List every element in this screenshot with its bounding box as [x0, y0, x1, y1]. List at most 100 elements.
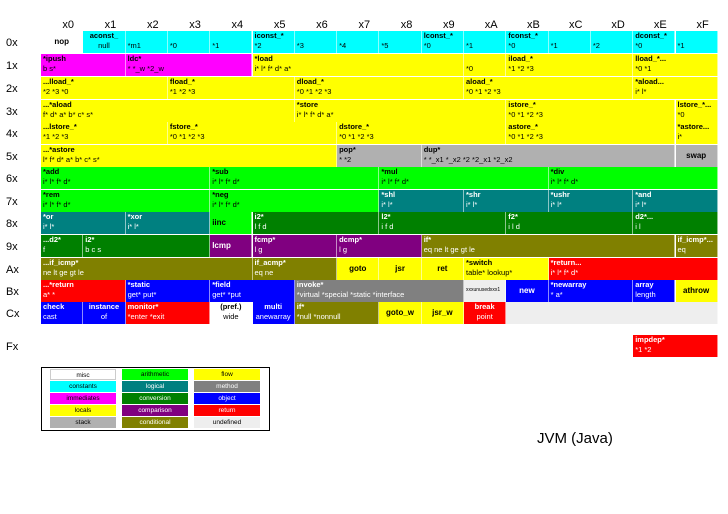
opcode-name: *static: [127, 280, 151, 289]
opcode-name: lconst_*: [423, 31, 453, 40]
opcode-name: fstore_*: [169, 122, 198, 131]
opcode-name: iconst_*: [254, 31, 284, 40]
legend-item-arithmetic: arithmetic: [122, 369, 188, 380]
column-header-xD: xD: [611, 19, 625, 31]
opcode-cell: swap: [675, 145, 718, 168]
opcode-cell: *xor i* l*: [125, 212, 211, 235]
opcode-name: ...d2*: [43, 235, 61, 244]
opcode-cell: xxxunusedxxx1: [464, 280, 507, 303]
opcode-cell: nop: [41, 31, 84, 54]
opcode-name: ldc*: [127, 54, 142, 63]
opcode-cell: *ipush b s*: [41, 54, 126, 77]
opcode-cell: *3: [294, 31, 338, 54]
opcode-cell: goto_w: [379, 302, 422, 325]
opcode-cell: fload_* *1 *2 *3: [167, 77, 295, 100]
opcode-variants: *virtual *special *static *interface: [296, 290, 405, 299]
legend-item-stack: stack: [50, 417, 116, 428]
opcode-name: *xor: [127, 212, 143, 221]
opcode-cell: impdep* *1 *2: [633, 335, 718, 357]
opcode-variants: of: [100, 312, 108, 321]
opcode-variants: *0 *1 *2 *3: [339, 132, 374, 141]
opcode-variants: *2 *3 *0: [43, 87, 69, 96]
opcode-name: lload_*...: [635, 54, 667, 63]
opcode-name: if*: [296, 302, 305, 311]
opcode-cell: *shl i* l*: [379, 190, 464, 213]
opcode-cell: fstore_* *0 *1 *2 *3: [167, 122, 338, 145]
row-label-Cx: Cx: [6, 308, 20, 320]
opcode-name: new: [519, 286, 535, 295]
opcode-cell: jsr: [379, 258, 422, 281]
opcode-name: *newarray: [550, 280, 587, 289]
opcode-name: *rem: [43, 190, 60, 199]
opcode-name: iinc: [212, 218, 226, 227]
opcode-variants: i l d: [508, 222, 520, 231]
opcode-cell: dconst_* *0: [633, 31, 676, 54]
opcode-cell: *1: [675, 31, 718, 54]
legend-item-conditional: conditional: [122, 417, 188, 428]
opcode-name: jsr_w: [432, 308, 453, 317]
opcode-name: ...*aload: [43, 100, 72, 109]
opcode-name: istore_*: [508, 100, 536, 109]
opcode-variants: * *2: [339, 155, 352, 164]
opcode-name: *switch: [466, 258, 493, 267]
opcode-cell: ...*return a* *: [41, 280, 126, 303]
opcode-cell: *field get* *put: [210, 280, 295, 303]
opcode-variants: i* l* f* d*: [43, 177, 71, 186]
opcode-variants: i* l*: [466, 200, 478, 209]
opcode-variants: f* d* a* b* c* s*: [43, 110, 94, 119]
opcode-variants: *2: [592, 41, 600, 50]
opcode-name: jsr: [395, 264, 405, 273]
opcode-name: *field: [212, 280, 231, 289]
opcode-cell: if_acmp* eq ne: [252, 258, 338, 281]
column-header-x3: x3: [189, 19, 201, 31]
legend-item-comparison: comparison: [122, 405, 188, 416]
opcode-cell: *m1: [125, 31, 168, 54]
opcode-cell: *4: [337, 31, 380, 54]
opcode-variants: i* l*: [550, 200, 562, 209]
opcode-variants: i* l* f* d*: [550, 268, 579, 277]
opcode-cell: jsr_w: [421, 302, 464, 325]
row-label-9x: 9x: [6, 241, 18, 253]
opcode-variants: xxxunusedxxx1: [466, 287, 501, 293]
opcode-name: monitor*: [127, 302, 159, 311]
opcode-cell: *1: [464, 31, 507, 54]
opcode-variants: i* l* f* d*: [43, 200, 71, 209]
opcode-cell: *switch table* lookup*: [464, 258, 549, 281]
diagram-caption: JVM (Java): [537, 430, 613, 447]
opcode-variants: eq ne lt ge gt le: [423, 245, 475, 254]
opcode-cell: ...*astore l* f* d* a* b* c* s*: [41, 145, 338, 168]
opcode-cell: dup* * *_x1 *_x2 *2 *2_x1 *2_x2: [421, 145, 676, 168]
legend-item-conversion: conversion: [122, 393, 188, 404]
opcode-cell: *neg i* l* f* d*: [210, 190, 380, 213]
opcode-name: *load: [254, 54, 273, 63]
opcode-variants: *0 *1 *2 *3: [466, 87, 501, 96]
opcode-variants: i f d: [381, 222, 394, 231]
opcode-cell: fconst_* *0: [506, 31, 549, 54]
opcode-variants: i* l* f* d* a*: [296, 110, 334, 119]
opcode-cell: *1: [548, 31, 591, 54]
row-label-2x: 2x: [6, 83, 18, 95]
opcode-cell: astore_* *0 *1 *2 *3: [506, 122, 676, 145]
opcode-name: astore_*: [508, 122, 538, 131]
opcode-variants: *4: [339, 41, 347, 50]
opcode-variants: l g: [254, 245, 263, 254]
opcode-variants: eq ne: [254, 268, 274, 277]
legend-item-constants: constants: [50, 381, 116, 392]
opcode-variants: *1: [550, 41, 558, 50]
opcode-cell: ...lstore_* *1 *2 *3: [41, 122, 168, 145]
opcode-name: ...lload_*: [43, 77, 74, 86]
opcode-variants: anewarray: [255, 312, 291, 321]
opcode-variants: l* f* d* a* b* c* s*: [43, 155, 100, 164]
opcode-variants: *0 *1 *2 *3: [508, 132, 543, 141]
opcode-variants: ne lt ge gt le: [43, 268, 84, 277]
opcode-variants: *0 *1: [635, 64, 652, 73]
opcode-cell: athrow: [675, 280, 718, 303]
opcode-cell: instance of: [83, 302, 126, 325]
opcode-name: lstore_*...: [677, 100, 712, 109]
opcode-name: pop*: [339, 145, 356, 154]
opcode-name: d2*...: [635, 212, 654, 221]
opcode-cell: break point: [464, 302, 507, 325]
opcode-cell: *newarray * a*: [548, 280, 634, 303]
row-label-4x: 4x: [6, 128, 18, 140]
row-label-6x: 6x: [6, 173, 18, 185]
